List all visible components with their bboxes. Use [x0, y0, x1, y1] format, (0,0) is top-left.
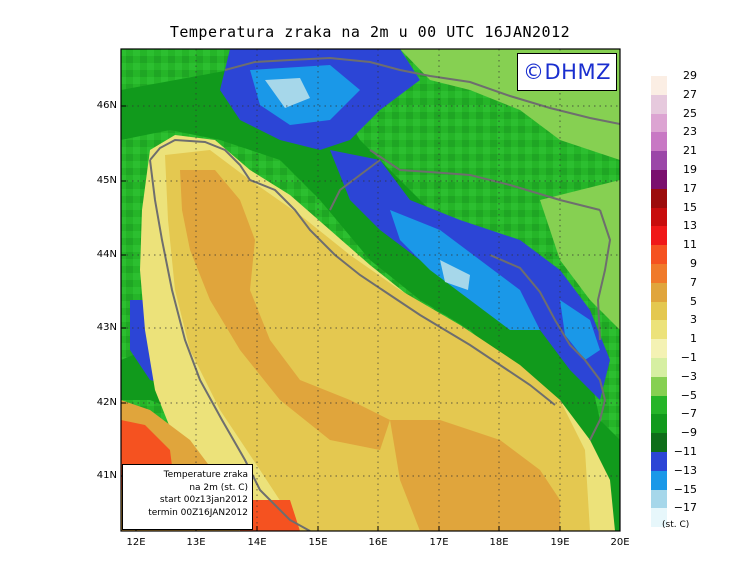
legend-label: 25 [683, 106, 697, 120]
info-line-3: start 00z13jan2012 [159, 495, 248, 505]
legend-swatch [651, 282, 667, 302]
map-field [121, 49, 620, 531]
legend-swatch [651, 433, 667, 452]
legend-swatch [651, 76, 667, 95]
lon-label-18e: 18E [489, 537, 509, 548]
legend-label: 11 [683, 238, 697, 252]
lon-label-15e: 15E [308, 537, 328, 548]
info-line-2: na 2m (st. C) [189, 482, 248, 493]
legend-label: 21 [683, 144, 697, 158]
legend-swatch [651, 226, 667, 246]
legend-label: −15 [673, 482, 697, 496]
legend-label: 7 [690, 275, 697, 289]
legend-swatch [651, 245, 667, 264]
legend-swatch [651, 339, 667, 358]
legend-label: −7 [680, 407, 697, 421]
lat-label-44n: 44N [96, 249, 117, 260]
legend-label: 17 [683, 181, 697, 195]
graticule [121, 49, 620, 531]
legend-swatch [651, 508, 667, 528]
legend-swatch [651, 264, 667, 283]
forecast-info-box: Temperature zraka na 2m (st. C) start 00… [122, 464, 253, 530]
lon-label-14e: 14E [247, 537, 267, 548]
legend-swatch [651, 94, 667, 114]
info-line-4: termin 00Z16JAN2012 [148, 507, 248, 518]
lon-label-16e: 16E [368, 537, 388, 548]
legend-label: −1 [680, 351, 697, 364]
legend-label: −17 [673, 501, 697, 515]
lat-label-43n: 43N [96, 322, 117, 333]
legend-label: 29 [683, 69, 697, 82]
legend-label: 3 [690, 313, 697, 327]
map-title: Temperatura zraka na 2m u 00 UTC 16JAN20… [169, 23, 571, 41]
legend-label: −13 [673, 463, 697, 477]
legend-label: −5 [680, 388, 697, 402]
legend-swatch [651, 452, 667, 471]
legend-label: 9 [690, 257, 697, 270]
legend-label: 1 [690, 332, 697, 346]
legend-swatch [651, 470, 667, 490]
legend-label: 13 [683, 219, 697, 233]
lon-label-17e: 17E [429, 537, 449, 548]
legend-swatch [651, 395, 667, 415]
legend-label: 19 [683, 163, 697, 176]
lon-label-13e: 13E [186, 537, 206, 548]
legend-units: (st. C) [662, 520, 690, 530]
legend-swatch [651, 414, 667, 434]
info-line-1: Temperature zraka [163, 470, 248, 480]
lon-label-12e: 12E [126, 537, 146, 548]
map-frame [120, 48, 621, 532]
legend-swatch [651, 320, 667, 340]
lon-label-19e: 19E [550, 537, 570, 548]
legend-swatch [651, 188, 667, 208]
lat-label-42n: 42N [96, 397, 117, 408]
legend-label: −11 [673, 445, 697, 458]
coastline [149, 56, 620, 531]
legend-label: −9 [680, 426, 697, 440]
lat-label-45n: 45N [96, 175, 117, 186]
lat-label-46n: 46N [96, 100, 117, 111]
legend-swatch [651, 301, 667, 321]
legend-swatch [651, 489, 667, 509]
legend-label: 23 [683, 125, 697, 139]
dhmz-logo: ©DHMZ [517, 53, 617, 91]
legend-swatch [651, 358, 667, 377]
legend-swatch [651, 113, 667, 133]
lat-label-41n: 41N [96, 470, 117, 481]
legend-label: 27 [683, 87, 697, 101]
legend-label: 5 [690, 294, 697, 308]
legend-label: 15 [683, 200, 697, 214]
lon-label-20e: 20E [610, 537, 630, 548]
legend-swatch [651, 376, 667, 396]
legend-swatch [651, 132, 667, 152]
legend-label: −3 [680, 369, 697, 383]
legend-swatch [651, 151, 667, 170]
legend-swatch [651, 207, 667, 227]
legend-swatch [651, 170, 667, 189]
